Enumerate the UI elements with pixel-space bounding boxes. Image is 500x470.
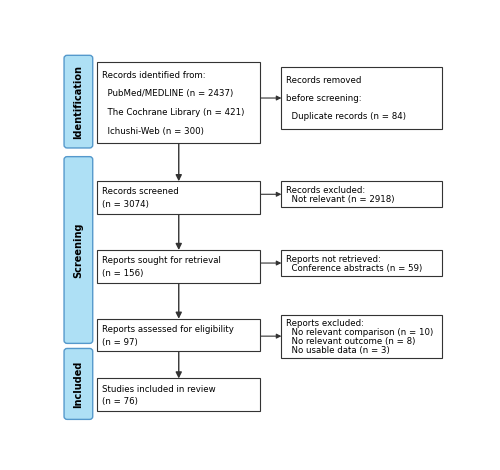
Text: No relevant outcome (n = 8): No relevant outcome (n = 8) <box>286 337 416 346</box>
Text: Ichushi-Web (n = 300): Ichushi-Web (n = 300) <box>102 126 204 135</box>
FancyBboxPatch shape <box>98 319 260 352</box>
Text: before screening:: before screening: <box>286 94 362 103</box>
FancyBboxPatch shape <box>98 250 260 282</box>
Text: Records identified from:: Records identified from: <box>102 71 206 80</box>
Text: (n = 97): (n = 97) <box>102 337 138 346</box>
Text: No usable data (n = 3): No usable data (n = 3) <box>286 345 390 355</box>
Text: Duplicate records (n = 84): Duplicate records (n = 84) <box>286 112 406 121</box>
Text: Reports sought for retrieval: Reports sought for retrieval <box>102 256 221 265</box>
Text: Not relevant (n = 2918): Not relevant (n = 2918) <box>286 195 395 204</box>
Text: Records screened: Records screened <box>102 188 179 196</box>
Text: The Cochrane Library (n = 421): The Cochrane Library (n = 421) <box>102 108 245 117</box>
FancyBboxPatch shape <box>64 157 92 344</box>
Text: Identification: Identification <box>74 65 84 139</box>
FancyBboxPatch shape <box>98 378 260 411</box>
FancyBboxPatch shape <box>282 181 442 207</box>
Text: Conference abstracts (n = 59): Conference abstracts (n = 59) <box>286 264 422 273</box>
FancyBboxPatch shape <box>64 348 92 419</box>
FancyBboxPatch shape <box>282 67 442 129</box>
Text: Reports not retrieved:: Reports not retrieved: <box>286 255 381 264</box>
FancyBboxPatch shape <box>282 250 442 276</box>
Text: (n = 76): (n = 76) <box>102 397 138 407</box>
Text: Reports excluded:: Reports excluded: <box>286 319 364 328</box>
FancyBboxPatch shape <box>64 55 92 148</box>
Text: Reports assessed for eligibility: Reports assessed for eligibility <box>102 325 234 334</box>
Text: No relevant comparison (n = 10): No relevant comparison (n = 10) <box>286 328 434 337</box>
Text: Records excluded:: Records excluded: <box>286 186 366 195</box>
FancyBboxPatch shape <box>282 315 442 358</box>
FancyBboxPatch shape <box>98 181 260 214</box>
FancyBboxPatch shape <box>98 62 260 143</box>
Text: PubMed/MEDLINE (n = 2437): PubMed/MEDLINE (n = 2437) <box>102 89 234 99</box>
Text: Screening: Screening <box>74 222 84 278</box>
Text: (n = 3074): (n = 3074) <box>102 200 149 209</box>
Text: (n = 156): (n = 156) <box>102 269 144 278</box>
Text: Studies included in review: Studies included in review <box>102 384 216 394</box>
Text: Records removed: Records removed <box>286 76 362 85</box>
Text: Included: Included <box>74 360 84 407</box>
